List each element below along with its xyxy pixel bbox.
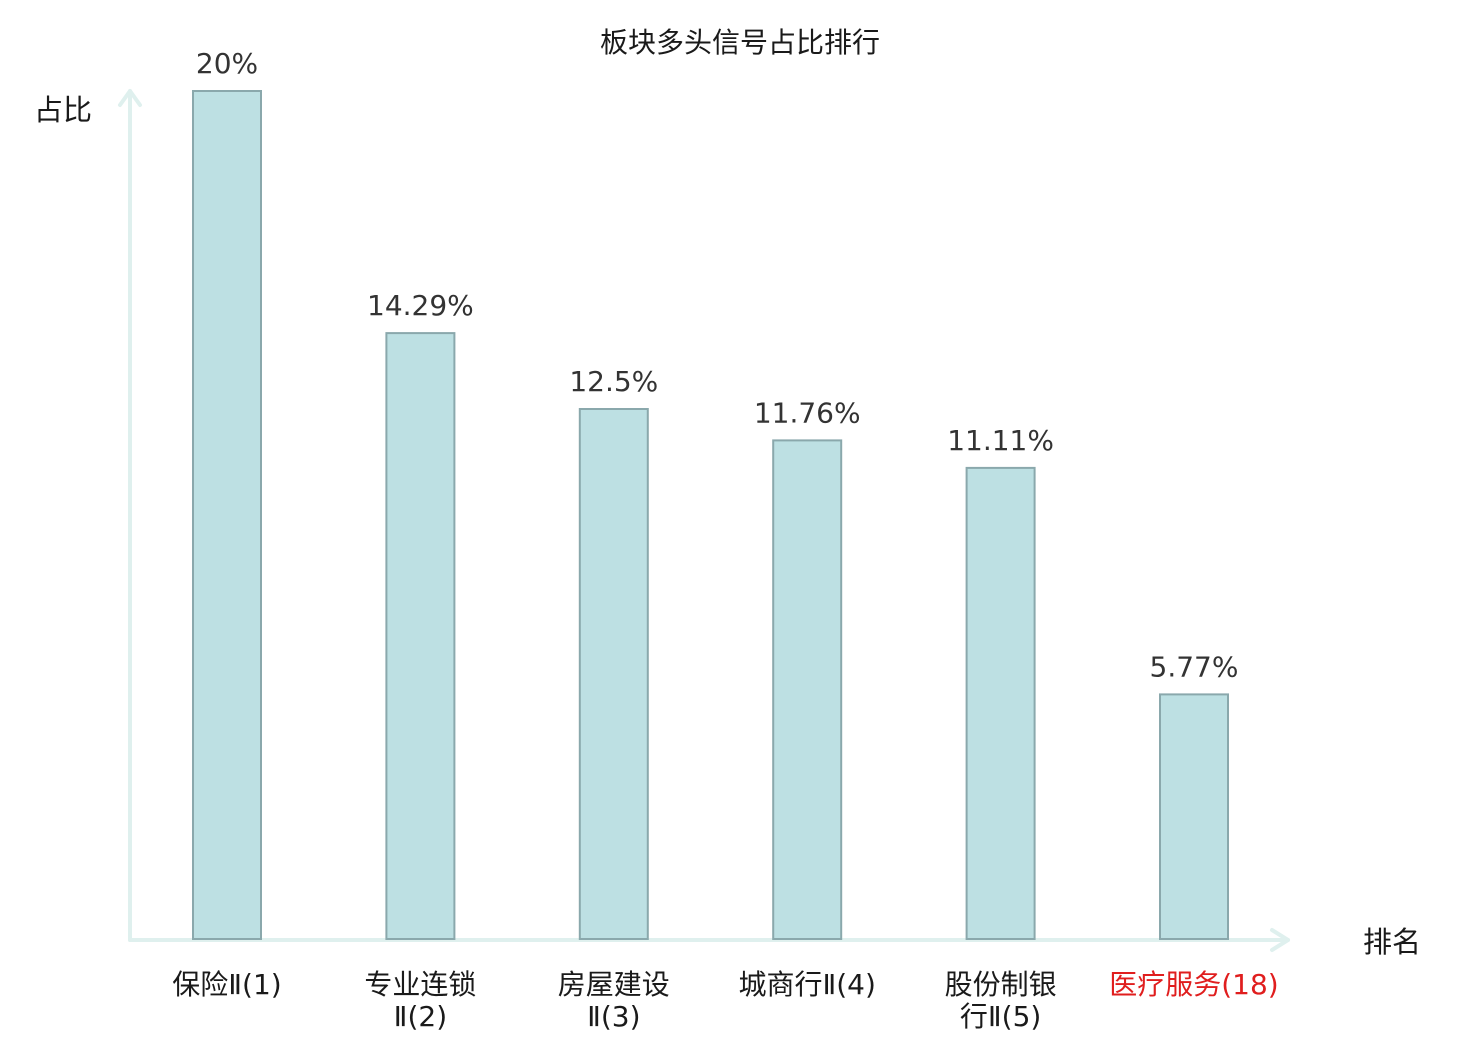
category-label-3-line-1: 房屋建设 (558, 968, 670, 1001)
chart-title: 板块多头信号占比排行 (600, 26, 880, 59)
value-labels-group: 20% 14.29% 12.5% 11.76% 11.11% 5.77% (196, 47, 1239, 683)
bar-5 (965, 466, 1036, 940)
category-label-4: 城商行Ⅱ(4) (738, 968, 875, 1001)
bar-6 (1159, 693, 1229, 941)
value-label-6: 5.77% (1150, 650, 1239, 683)
value-label-1: 20% (196, 47, 258, 80)
value-label-2: 14.29% (367, 289, 474, 322)
value-label-3: 12.5% (569, 365, 658, 398)
bar-4 (772, 439, 843, 940)
bar-3 (578, 408, 649, 940)
category-label-3-line-2: Ⅱ(3) (587, 1000, 640, 1033)
y-axis-label: 占比 (34, 93, 92, 127)
value-label-5: 11.11% (947, 424, 1054, 457)
category-label-2-line-1: 专业连锁 (364, 968, 476, 1001)
bar-2 (385, 332, 456, 941)
category-label-5-line-1: 股份制银 (945, 968, 1057, 1001)
value-label-4: 11.76% (754, 396, 861, 429)
category-label-5-line-2: 行Ⅱ(5) (960, 1000, 1041, 1033)
bar-1 (192, 90, 262, 940)
category-label-6: 医疗服务(18) (1109, 968, 1278, 1001)
bars-group (192, 90, 1229, 941)
category-label-2-line-2: Ⅱ(2) (394, 1000, 447, 1033)
category-label-1: 保险Ⅱ(1) (172, 968, 281, 1001)
x-axis-arrow (1270, 928, 1290, 952)
x-axis-label: 排名 (1363, 925, 1421, 959)
